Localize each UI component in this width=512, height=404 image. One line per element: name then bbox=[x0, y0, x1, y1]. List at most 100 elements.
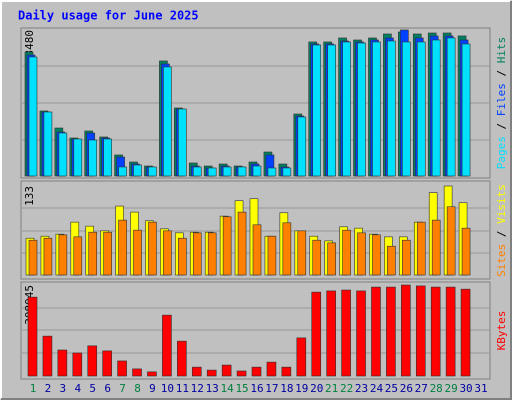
legend-entry: Pages bbox=[495, 136, 508, 169]
x-tick-label: 26 bbox=[400, 382, 413, 395]
bar bbox=[237, 166, 247, 177]
bar bbox=[72, 352, 83, 377]
bar bbox=[28, 239, 38, 276]
legend: Pages / Files / Hits bbox=[495, 37, 508, 170]
bar bbox=[58, 234, 68, 276]
x-tick-label: 10 bbox=[161, 382, 174, 395]
bar bbox=[178, 108, 187, 177]
bar bbox=[191, 366, 202, 377]
bar bbox=[371, 286, 381, 377]
bar bbox=[460, 288, 471, 377]
bar bbox=[296, 337, 307, 377]
bar bbox=[178, 237, 187, 276]
bar bbox=[207, 232, 217, 276]
y-tick-label: 133 bbox=[23, 186, 36, 206]
bar bbox=[312, 239, 322, 276]
bar bbox=[267, 235, 277, 276]
bar bbox=[103, 138, 112, 177]
bar bbox=[222, 166, 232, 177]
bar bbox=[42, 335, 53, 377]
x-tick-label: 30 bbox=[459, 382, 472, 395]
y-tick-label: 3480 bbox=[23, 30, 36, 57]
x-tick-label: 6 bbox=[104, 382, 111, 395]
bar bbox=[430, 286, 441, 377]
bar bbox=[372, 41, 381, 177]
bar bbox=[237, 211, 247, 276]
bar bbox=[192, 166, 202, 177]
x-tick-label: 7 bbox=[119, 382, 126, 395]
bar bbox=[445, 286, 456, 377]
bar bbox=[311, 291, 322, 377]
bar bbox=[87, 345, 98, 377]
x-tick-label: 18 bbox=[280, 382, 293, 395]
bar bbox=[387, 40, 396, 177]
x-tick-label: 4 bbox=[74, 382, 81, 395]
x-tick-label: 22 bbox=[340, 382, 353, 395]
bar bbox=[387, 245, 396, 276]
bar bbox=[461, 43, 471, 177]
bar bbox=[27, 296, 38, 377]
bar bbox=[416, 41, 426, 177]
bar bbox=[431, 39, 441, 177]
bar bbox=[402, 239, 411, 276]
bar bbox=[147, 371, 157, 377]
legend-entry: Files bbox=[495, 83, 508, 116]
bar bbox=[401, 284, 411, 377]
x-tick-label: 11 bbox=[176, 382, 189, 395]
legend-separator: / bbox=[495, 116, 508, 136]
legend-entry: Sites bbox=[495, 244, 508, 277]
bar bbox=[163, 66, 172, 177]
x-tick-label: 3 bbox=[60, 382, 67, 395]
bar bbox=[192, 232, 202, 276]
bar bbox=[461, 227, 471, 276]
bar bbox=[446, 206, 456, 276]
chart-title: Daily usage for June 2025 bbox=[18, 9, 199, 23]
bar bbox=[236, 370, 247, 377]
bar bbox=[163, 230, 172, 276]
x-tick-label: 15 bbox=[235, 382, 248, 395]
bar bbox=[117, 360, 127, 377]
x-tick-label: 20 bbox=[310, 382, 323, 395]
bar bbox=[342, 229, 351, 276]
bar bbox=[372, 234, 381, 276]
x-tick-label: 19 bbox=[295, 382, 308, 395]
legend-separator: / bbox=[495, 63, 508, 83]
legend: KBytes bbox=[495, 311, 508, 351]
bar bbox=[118, 219, 127, 276]
bar bbox=[252, 165, 262, 177]
legend: Sites / Visits bbox=[495, 184, 508, 277]
x-tick-label: 9 bbox=[149, 382, 156, 395]
bar bbox=[28, 56, 38, 177]
bar bbox=[357, 232, 366, 276]
bar bbox=[222, 216, 232, 276]
x-tick-label: 14 bbox=[221, 382, 235, 395]
bar bbox=[357, 42, 366, 177]
x-tick-label: 2 bbox=[45, 382, 52, 395]
bar bbox=[73, 138, 83, 177]
x-tick-label: 29 bbox=[445, 382, 458, 395]
bar bbox=[415, 285, 426, 377]
x-tick-label: 31 bbox=[474, 382, 487, 395]
bar bbox=[282, 167, 292, 177]
bar bbox=[162, 314, 172, 377]
bar bbox=[43, 237, 53, 276]
bar bbox=[327, 242, 336, 276]
bar bbox=[326, 290, 336, 377]
x-tick-label: 12 bbox=[191, 382, 204, 395]
bar bbox=[267, 167, 277, 177]
bar bbox=[251, 366, 262, 377]
x-tick-label: 13 bbox=[206, 382, 219, 395]
legend-separator: / bbox=[495, 224, 508, 244]
bar bbox=[297, 116, 307, 177]
bar bbox=[221, 364, 232, 377]
x-tick-label: 16 bbox=[250, 382, 263, 395]
bar bbox=[88, 231, 98, 276]
bar bbox=[282, 222, 292, 276]
legend-entry: Hits bbox=[495, 37, 508, 64]
bar bbox=[327, 44, 336, 177]
bar bbox=[297, 230, 307, 276]
legend-entry: KBytes bbox=[495, 311, 508, 351]
x-tick-label: 27 bbox=[415, 382, 428, 395]
